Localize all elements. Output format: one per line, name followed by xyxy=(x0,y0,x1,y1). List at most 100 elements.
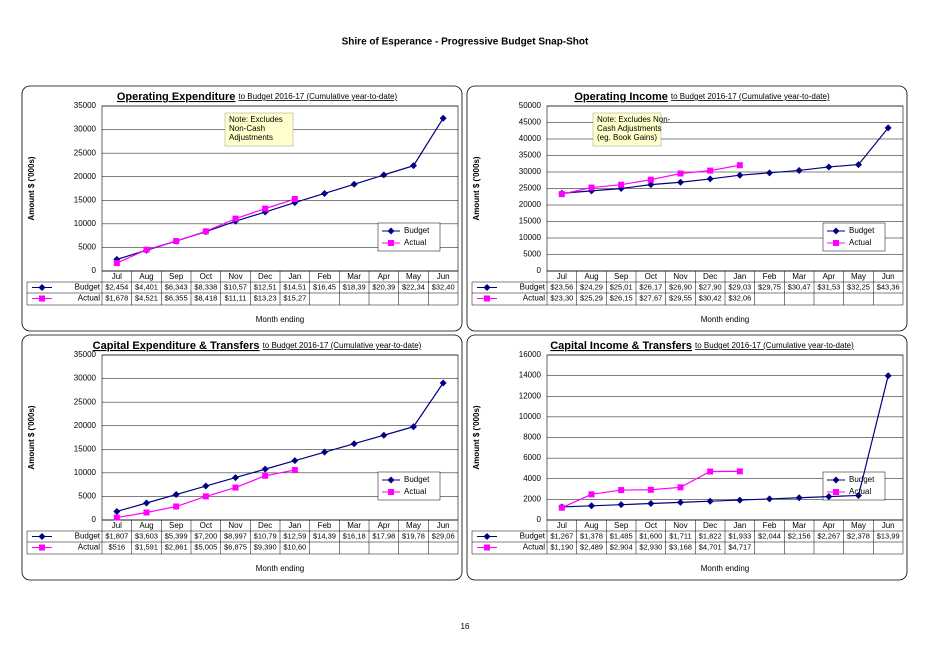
table-cell: $1,678 xyxy=(105,293,128,302)
table-cell: $32,40 xyxy=(432,282,455,291)
table-cell: $25,01 xyxy=(610,282,633,291)
x-tick-label: Mar xyxy=(347,521,361,530)
table-cell: $6,875 xyxy=(224,542,247,551)
table-cell: $10,57 xyxy=(224,282,247,291)
table-cell: $43,36 xyxy=(877,282,900,291)
legend-label: Budget xyxy=(404,226,430,235)
x-tick-label: Aug xyxy=(584,272,598,281)
legend-marker xyxy=(388,489,394,495)
data-point xyxy=(202,482,210,490)
data-point xyxy=(736,171,744,179)
legend-marker xyxy=(833,240,839,246)
series-line xyxy=(561,375,889,508)
data-point xyxy=(618,181,625,188)
table-cell: $8,418 xyxy=(194,293,217,302)
chart-title-main: Capital Expenditure & Transfers xyxy=(93,340,260,352)
x-tick-label: Nov xyxy=(673,272,687,281)
data-point xyxy=(113,514,120,521)
data-point xyxy=(795,166,803,174)
x-tick-label: Jun xyxy=(882,521,895,530)
x-tick-label: Apr xyxy=(823,272,836,281)
x-tick-label: Oct xyxy=(645,521,658,530)
data-point xyxy=(855,161,862,169)
data-point xyxy=(173,503,180,510)
table-cell: $14,51 xyxy=(283,282,306,291)
table-row-label: Budget xyxy=(520,283,546,292)
legend-label: Actual xyxy=(849,487,871,496)
x-tick-label: Jul xyxy=(557,521,567,530)
data-point xyxy=(617,501,625,509)
data-point xyxy=(588,502,595,510)
table-cell: $29,55 xyxy=(669,293,692,302)
x-tick-label: Mar xyxy=(792,521,806,530)
data-point xyxy=(618,487,625,494)
table-cell: $13,23 xyxy=(254,293,277,302)
x-tick-label: Aug xyxy=(139,521,153,530)
table-cell: $1,378 xyxy=(580,531,603,540)
table-key-marker xyxy=(39,544,45,551)
y-axis-label: Amount $ ('000s) xyxy=(472,405,481,469)
data-point xyxy=(706,497,714,505)
data-point xyxy=(855,491,862,499)
table-cell: $16,45 xyxy=(313,282,336,291)
y-tick-label: 30000 xyxy=(74,125,97,134)
data-point xyxy=(202,493,209,500)
table-cell: $6,343 xyxy=(165,282,188,291)
table-row-label: Actual xyxy=(78,294,100,303)
data-point xyxy=(261,465,269,473)
data-point xyxy=(291,196,298,203)
x-axis-label: Month ending xyxy=(256,564,304,573)
data-point xyxy=(113,260,120,267)
data-point xyxy=(795,494,803,502)
chart-subtitle: to Budget 2016-17 (Cumulative year-to-da… xyxy=(238,92,397,101)
x-tick-label: Feb xyxy=(763,272,777,281)
x-tick-label: Sep xyxy=(169,272,184,281)
y-tick-label: 4000 xyxy=(523,474,541,483)
data-point xyxy=(707,167,714,174)
y-tick-label: 20000 xyxy=(74,421,97,430)
x-tick-label: Jun xyxy=(882,272,895,281)
legend-label: Budget xyxy=(404,475,430,484)
data-point xyxy=(232,484,239,491)
x-tick-label: Oct xyxy=(200,521,213,530)
y-tick-label: 50000 xyxy=(519,101,542,110)
table-cell: $1,822 xyxy=(699,531,722,540)
data-point xyxy=(647,500,655,507)
x-tick-label: Aug xyxy=(584,521,598,530)
chart-subtitle: to Budget 2016-17 (Cumulative year-to-da… xyxy=(695,341,854,350)
y-tick-label: 0 xyxy=(537,266,542,275)
data-point xyxy=(647,181,655,189)
table-cell: $2,904 xyxy=(610,542,633,551)
legend-label: Actual xyxy=(404,238,426,247)
data-point xyxy=(143,509,150,516)
data-point xyxy=(202,228,209,235)
table-key-marker xyxy=(38,284,46,291)
table-cell: $16,18 xyxy=(343,531,366,540)
y-tick-label: 10000 xyxy=(74,468,97,477)
y-tick-label: 0 xyxy=(92,266,97,275)
data-point xyxy=(677,178,684,186)
x-tick-label: May xyxy=(406,521,421,530)
data-point xyxy=(410,162,417,170)
y-tick-label: 14000 xyxy=(519,371,542,380)
x-tick-label: Nov xyxy=(673,521,687,530)
table-cell: $3,603 xyxy=(135,531,158,540)
table-cell: $29,06 xyxy=(432,531,455,540)
table-cell: $31,53 xyxy=(817,282,840,291)
legend-box xyxy=(377,471,441,501)
table-cell: $2,454 xyxy=(105,282,128,291)
page-title: Shire of Esperance - Progressive Budget … xyxy=(342,37,589,48)
y-tick-label: 25000 xyxy=(74,397,97,406)
data-point xyxy=(558,504,565,511)
data-point xyxy=(706,175,714,183)
chart-panel xyxy=(21,334,463,581)
data-point xyxy=(262,472,269,479)
y-axis-label: Amount $ ('000s) xyxy=(27,156,36,220)
table-row-label: Budget xyxy=(75,532,101,541)
table-cell: $26,15 xyxy=(610,293,633,302)
y-tick-label: 2000 xyxy=(523,494,541,503)
table-cell: $25,29 xyxy=(580,293,603,302)
data-point xyxy=(825,493,833,501)
x-tick-label: Jan xyxy=(288,272,301,281)
legend-marker xyxy=(388,240,394,246)
